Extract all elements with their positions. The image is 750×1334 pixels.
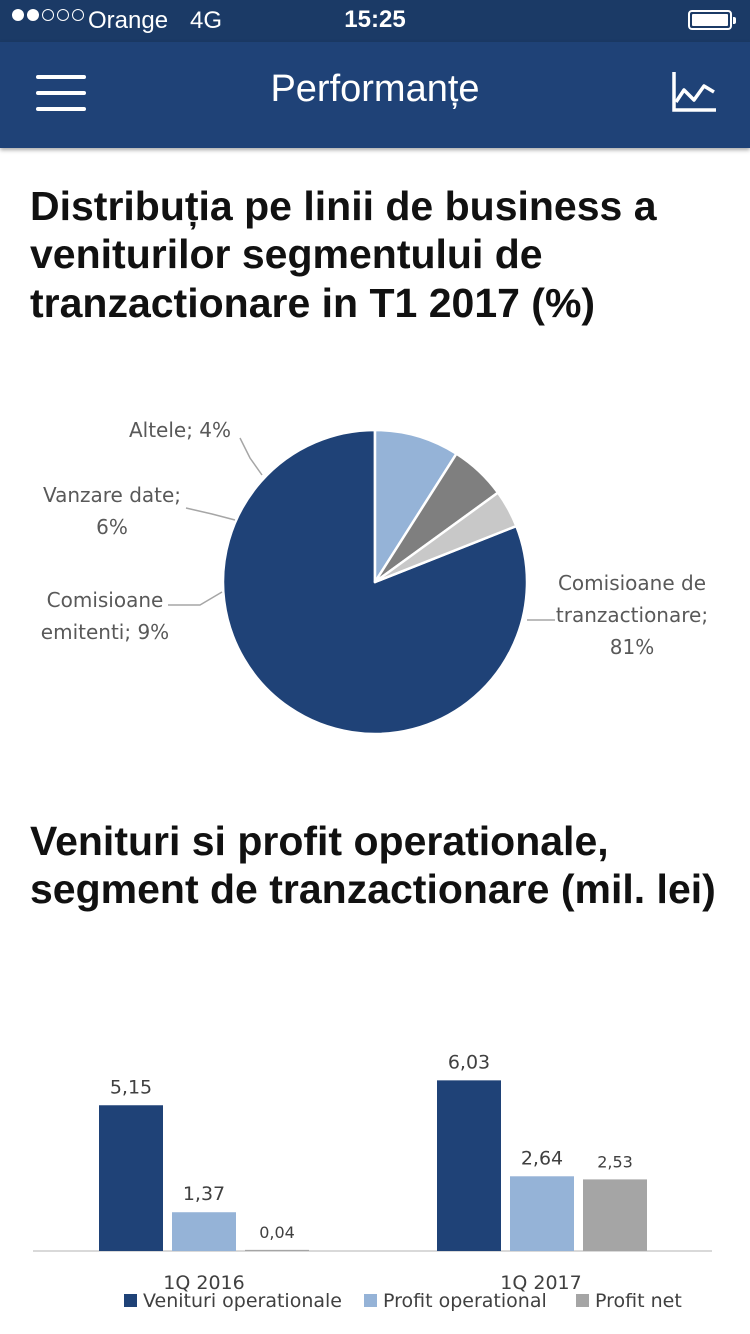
leader-line: [239, 437, 263, 476]
battery-icon: [688, 10, 736, 30]
bar-venituri-operationale-1q-2016: [99, 1105, 163, 1251]
bar-venituri-operationale-1q-2017: [437, 1080, 501, 1251]
data-label: 5,15: [110, 1076, 152, 1098]
hamburger-menu-icon[interactable]: [36, 75, 88, 115]
bar-chart: 5,15 1,37 0,04 1Q 2016 6,03 2,64 2,53 1Q 2017 Ve…: [33, 1051, 712, 1312]
status-time: 15:25: [344, 6, 406, 33]
legend-swatch-profit-operational: [364, 1294, 377, 1307]
data-label: 1,37: [183, 1183, 225, 1205]
bar-profit-net-1q-2016: [245, 1249, 309, 1251]
data-label: 2,53: [597, 1152, 633, 1171]
bar-profit-operational-1q-2016: [172, 1212, 236, 1251]
pie-label: Altele; 4%: [129, 418, 231, 442]
pie-slice-altele: [373, 491, 518, 584]
category-label: 1Q 2016: [163, 1272, 244, 1294]
legend-label: Profit net: [595, 1290, 682, 1312]
carrier-name: Orange: [88, 7, 169, 34]
signal-strength-icon: [12, 9, 87, 21]
legend-swatch-venituri-operationale: [124, 1294, 137, 1307]
status-bar: Orange 4G 15:25: [0, 0, 750, 42]
pie-label: Comisioane: [47, 588, 164, 612]
bar-chart-title: Venituri si profit operationale, segment…: [30, 818, 716, 913]
leader-line: [185, 507, 236, 521]
legend-label: Profit operational: [383, 1290, 547, 1312]
bar-profit-net-1q-2017: [583, 1179, 647, 1251]
pie-chart: Comisioane de tranzactionare; 81% Comisioan…: [41, 418, 708, 736]
bar-profit-operational-1q-2017: [510, 1176, 574, 1251]
pie-chart-title: Distribuția pe linii de business a venit…: [30, 183, 657, 326]
data-label: 2,64: [521, 1147, 563, 1169]
line-chart-icon[interactable]: [670, 68, 718, 116]
leader-line: [168, 591, 223, 606]
pie-label: 81%: [610, 635, 654, 659]
pie-label: Vanzare date;: [43, 483, 181, 507]
pie-label: Comisioane de: [558, 571, 706, 595]
network-type: 4G: [190, 7, 223, 34]
category-label: 1Q 2017: [500, 1272, 581, 1294]
pie-label: tranzactionare;: [556, 603, 708, 627]
data-label: 6,03: [448, 1051, 490, 1073]
data-label: 0,04: [259, 1223, 295, 1242]
legend-swatch-profit-net: [576, 1294, 589, 1307]
pie-slice-comisioane-emitenti: [373, 428, 458, 584]
page-title: Performanțe: [270, 68, 480, 110]
legend-label: Venituri operationale: [143, 1290, 342, 1312]
pie-label: 6%: [96, 515, 128, 539]
header-bar: Performanțe: [0, 42, 750, 148]
pie-label: emitenti; 9%: [41, 620, 169, 644]
